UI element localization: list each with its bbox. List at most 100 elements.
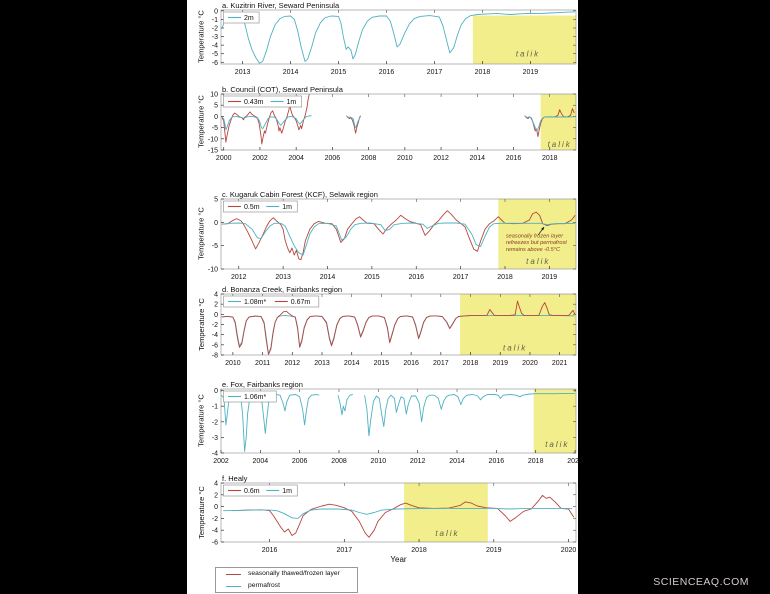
- y-tick-label: -4: [212, 43, 218, 50]
- y-tick-label: 0: [214, 220, 218, 227]
- series-line-1m: [346, 115, 361, 129]
- y-tick-label: -8: [212, 353, 218, 360]
- plot-bonanza: 2010 2011 2012 2013 2014 2015 2016 2017 2018 2019…: [212, 292, 577, 367]
- x-axis-label: Year: [390, 555, 407, 564]
- x-tick-label: 2016: [489, 458, 505, 465]
- figure-legend-row: seasonally thawed/frozen layer: [216, 569, 357, 580]
- series-line-0.6m: [232, 494, 575, 538]
- plot-council: 2000 2002 2004 2006 2008 2010 2012 2014 2016 2018…: [208, 92, 577, 162]
- x-tick-label: 2012: [285, 360, 301, 367]
- y-tick-label: -4: [212, 528, 218, 535]
- x-tick-label: 2017: [337, 547, 353, 554]
- x-tick-label: 2013: [235, 69, 251, 76]
- series-line-1m: [223, 507, 573, 519]
- x-tick-label: 2015: [364, 274, 380, 281]
- y-tick-label: 4: [214, 292, 218, 299]
- series-line-1m: [221, 115, 312, 131]
- y-tick-label: -6: [212, 342, 218, 349]
- x-tick-label: 2000: [216, 155, 232, 162]
- x-tick-label: 2017: [427, 69, 443, 76]
- talik-label: talik: [516, 49, 540, 58]
- talik-region: [540, 94, 576, 150]
- talik-label: talik: [435, 529, 459, 538]
- x-tick-label: 2014: [449, 458, 465, 465]
- y-tick-label: -5: [212, 125, 218, 132]
- annotation-text: seasonally frozen layer refreezes but per…: [506, 233, 567, 253]
- x-tick-label: 2008: [331, 458, 347, 465]
- panel-title: a. Kuzitrin River, Seward Peninsula: [222, 1, 340, 10]
- x-tick-label: 2017: [453, 274, 469, 281]
- legend-label: 1m: [282, 488, 292, 495]
- x-tick-label: 2020: [561, 547, 577, 554]
- x-tick-label: 2016: [506, 155, 522, 162]
- figure-strip: a. Kuzitrin River, Seward Peninsula Tempe…: [187, 0, 583, 594]
- series-line-1.06m*: [364, 392, 575, 437]
- x-tick-label: 2014: [469, 155, 485, 162]
- x-tick-label: 2020: [567, 458, 583, 465]
- legend-label: 0.43m: [244, 99, 264, 106]
- legend-red-line-sample: [226, 574, 241, 576]
- x-tick-label: 2002: [213, 458, 229, 465]
- axes-frame: [220, 9, 577, 65]
- figure-legend-row: permafrost: [216, 581, 357, 592]
- legend-label: 0.6m: [244, 488, 260, 495]
- series-line-1.06m*: [221, 394, 320, 452]
- y-tick-label: -3: [212, 435, 218, 442]
- x-tick-label: 2010: [397, 155, 413, 162]
- plot-healy: 2016 2017 2018 2019 2020 4 2 0 -2 -4 -6 talik 0.6m 1m: [212, 481, 577, 555]
- panel-title: d. Bonanza Creek, Fairbanks region: [222, 285, 343, 294]
- x-tick-label: 2019: [486, 547, 502, 554]
- x-tick-label: 2010: [371, 458, 387, 465]
- plot-kuzitrin: 2013 2014 2015 2016 2017 2018 2019 0 -1 -2-3 -4-5 -…: [212, 8, 577, 76]
- panel-legend: [223, 390, 277, 403]
- y-tick-label: -2: [212, 516, 218, 523]
- x-tick-label: 2011: [255, 360, 270, 367]
- panel-title: e. Fox, Fairbanks region: [222, 380, 303, 389]
- y-tick-label: -2: [212, 419, 218, 426]
- x-tick-label: 2015: [331, 69, 347, 76]
- panel-title: f. Healy: [222, 474, 248, 483]
- y-tick-label: 2: [214, 302, 218, 309]
- y-tick-label: 2: [214, 492, 218, 499]
- legend-label: 1m: [287, 99, 297, 106]
- x-tick-label: 2010: [225, 360, 241, 367]
- x-tick-label: 2019: [523, 69, 539, 76]
- x-tick-label: 2013: [314, 360, 330, 367]
- x-tick-label: 2016: [408, 274, 424, 281]
- x-tick-label: 2021: [552, 360, 568, 367]
- talik-region: [498, 199, 576, 269]
- y-tick-label: 10: [210, 92, 218, 99]
- panel-legend: [223, 295, 320, 308]
- y-tick-label: -5: [212, 243, 218, 250]
- y-tick-label: -2: [212, 26, 218, 33]
- talik-label: talik: [548, 140, 572, 149]
- x-tick-label: 2006: [292, 458, 308, 465]
- x-tick-label: 2013: [275, 274, 291, 281]
- axes-frame: [220, 93, 577, 151]
- y-tick-label: -6: [212, 540, 218, 547]
- series-line-1.06m*: [337, 394, 353, 416]
- x-tick-label: 2014: [344, 360, 360, 367]
- talik-region: [472, 15, 576, 65]
- y-tick-label: -1: [212, 17, 218, 24]
- y-tick-label: 0: [214, 312, 218, 319]
- panel-title: b. Council (COT), Seward Peninsula: [222, 85, 343, 94]
- y-tick-label: -4: [212, 451, 218, 458]
- y-tick-label: -2: [212, 322, 218, 329]
- figure-legend-label: seasonally thawed/frozen layer: [248, 570, 340, 577]
- series-line-0.43m: [221, 94, 310, 145]
- x-tick-label: 2006: [325, 155, 341, 162]
- y-tick-label: 4: [214, 481, 218, 488]
- legend-label: 1.08m*: [244, 299, 266, 306]
- talik-region: [533, 389, 576, 453]
- plot-kcf: 2012 2013 2014 2015 2016 2017 2018 2019 5 0 -5 -10 t…: [208, 197, 577, 281]
- y-tick-label: -1: [212, 404, 218, 411]
- x-tick-label: 2019: [492, 360, 508, 367]
- x-tick-label: 2019: [542, 274, 558, 281]
- x-tick-label: 2018: [542, 155, 558, 162]
- y-tick-label: -5: [212, 51, 218, 58]
- series-line-2m: [221, 11, 576, 64]
- talik-label: talik: [526, 257, 550, 266]
- x-tick-label: 2018: [475, 69, 491, 76]
- x-tick-label: 2018: [528, 458, 544, 465]
